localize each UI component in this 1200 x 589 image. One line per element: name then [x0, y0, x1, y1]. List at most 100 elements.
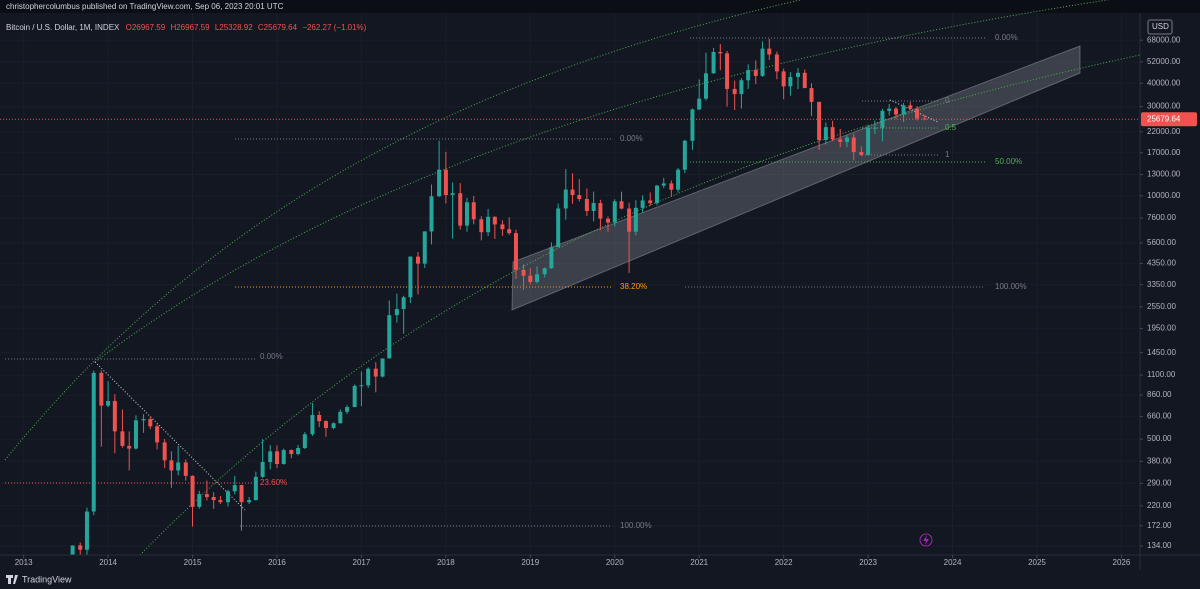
x-tick-label: 2013: [15, 558, 33, 567]
event-icon[interactable]: [919, 533, 933, 547]
candle-body: [380, 358, 385, 377]
candle-body: [915, 108, 920, 119]
candle-body: [690, 109, 695, 141]
ohlc-low: L25328.92: [215, 23, 253, 32]
channel-band: [511, 45, 1081, 311]
candle-body: [584, 198, 589, 211]
candle-body: [570, 189, 575, 196]
brand: TradingView: [22, 574, 72, 584]
fib-label: 0: [945, 96, 950, 105]
axes: 68000.00 52000.00 40000.00 30000.00 22000.00…: [15, 35, 1197, 567]
candle-body: [464, 202, 469, 226]
candle-body: [486, 216, 491, 233]
candle-body: [479, 219, 484, 233]
candle-body: [450, 193, 455, 196]
candle-body: [310, 414, 315, 435]
candle-body: [429, 196, 434, 232]
candle-body: [366, 368, 371, 386]
candle-body: [338, 411, 343, 424]
x-tick-label: 2026: [1113, 558, 1131, 567]
legend: Bitcoin / U.S. Dollar, 1M, INDEX O26967.…: [6, 23, 367, 32]
candle-body: [99, 372, 104, 406]
candle-body: [872, 127, 877, 129]
y-tick-label: 172.00: [1147, 521, 1172, 530]
candle-body: [232, 485, 237, 492]
candle-body: [648, 200, 653, 204]
candle-body: [697, 98, 702, 110]
candle-body: [851, 137, 856, 152]
candle-body: [176, 462, 181, 471]
last-price-box: [1141, 112, 1197, 127]
fib-label: 50.00%: [995, 157, 1022, 166]
event-icon-bolt: [923, 535, 929, 545]
candle-body: [394, 309, 399, 316]
candle-body: [373, 368, 378, 377]
y-tick-label: 2550.00: [1147, 302, 1176, 311]
fib-label: 0.00%: [995, 33, 1018, 42]
y-tick-label: 1950.00: [1147, 324, 1176, 333]
candle-body: [823, 127, 828, 140]
candles: [70, 38, 927, 555]
candle-body: [359, 385, 364, 387]
fib-label: 38.20%: [620, 282, 647, 291]
candle-body: [331, 423, 336, 429]
candle-body: [767, 48, 772, 55]
y-tick-label: 40000.00: [1147, 78, 1181, 87]
x-tick-label: 2014: [99, 558, 117, 567]
fib-label: 100.00%: [995, 282, 1027, 291]
candle-body: [612, 201, 617, 223]
y-tick-label: 7600.00: [1147, 213, 1176, 222]
candle-body: [141, 419, 146, 421]
publisher: christophercolumbus published on Trading…: [6, 2, 284, 11]
y-tick-label: 5600.00: [1147, 238, 1176, 247]
y-tick-label: 500.00: [1147, 434, 1172, 443]
candle-body: [732, 88, 737, 95]
candle-body: [739, 80, 744, 95]
candle-body: [197, 494, 202, 507]
candle-body: [401, 297, 406, 310]
candle-body: [838, 139, 843, 142]
candle-body: [802, 72, 807, 89]
y-tick-label: 13000.00: [1147, 170, 1181, 179]
candle-body: [296, 448, 301, 455]
candle-body: [169, 460, 174, 471]
candle-body: [162, 442, 167, 461]
candle-body: [387, 315, 392, 359]
candle-body: [753, 69, 758, 76]
candle-body: [563, 189, 568, 209]
candle-body: [718, 51, 723, 54]
candle-body: [507, 229, 512, 234]
candle-body: [866, 127, 871, 155]
trend-line: [94, 361, 246, 511]
candle-body: [289, 450, 294, 455]
top-bar: [0, 0, 1200, 13]
candle-body: [796, 72, 800, 78]
candle-body: [345, 407, 350, 412]
candle-body: [422, 231, 427, 264]
candle-body: [676, 169, 681, 190]
x-tick-label: 2024: [944, 558, 962, 567]
y-tick-label: 1450.00: [1147, 348, 1176, 357]
y-tick-label: 17000.00: [1147, 148, 1181, 157]
ohlc-high: H26967.59: [170, 23, 210, 32]
candle-body: [598, 203, 603, 219]
y-tick-label: 22000.00: [1147, 127, 1181, 136]
fib-label: 0.00%: [260, 352, 283, 361]
candle-body: [844, 137, 849, 142]
candle-body: [352, 385, 357, 408]
x-tick-label: 2016: [268, 558, 286, 567]
y-tick-label: 380.00: [1147, 457, 1172, 466]
currency-box[interactable]: [1147, 19, 1173, 35]
y-tick-label: 68000.00: [1147, 35, 1181, 44]
last-price-label: 25679.64: [1147, 114, 1181, 123]
candle-body: [661, 183, 666, 186]
candle-body: [703, 73, 708, 99]
y-tick-label: 134.00: [1147, 541, 1172, 550]
candle-body: [281, 450, 286, 465]
growth-curve: [94, 0, 1111, 363]
y-tick-label: 52000.00: [1147, 57, 1181, 66]
ohlc-close: C25679.64: [258, 23, 298, 32]
candle-body: [190, 475, 195, 507]
candle-body: [302, 434, 307, 449]
